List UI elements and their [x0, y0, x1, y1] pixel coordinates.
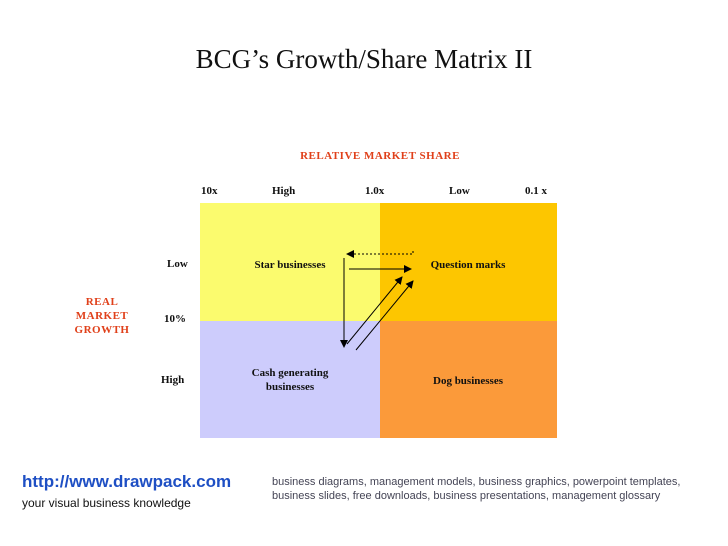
y-tick-high: High — [161, 374, 185, 386]
label-cash-generating: Cash generating businesses — [251, 367, 329, 393]
label-star-businesses: Star businesses — [254, 259, 326, 271]
label-dog-businesses: Dog businesses — [433, 375, 503, 387]
quadrant-dog — [380, 321, 557, 438]
y-axis-title: REAL MARKET GROWTH — [74, 296, 130, 336]
footer-link[interactable]: http://www.drawpack.com — [22, 472, 232, 491]
x-tick-0-1x: 0.1 x — [525, 185, 547, 197]
x-axis-title: RELATIVE MARKET SHARE — [300, 150, 460, 162]
x-tick-1x: 1.0x — [365, 185, 385, 197]
quadrant-question-marks — [380, 203, 557, 321]
arrow-cash-to-question-2 — [355, 280, 414, 351]
footer-keywords: business diagrams, management models, bu… — [272, 476, 681, 502]
x-tick-low: Low — [449, 185, 470, 197]
x-tick-10x: 10x — [201, 185, 218, 197]
y-tick-10pct: 10% — [164, 313, 186, 325]
page-title: BCG’s Growth/Share Matrix II — [195, 44, 533, 74]
x-tick-high: High — [272, 185, 296, 197]
y-tick-low: Low — [167, 258, 188, 270]
label-question-marks: Question marks — [430, 259, 506, 271]
dashed-path — [346, 250, 414, 258]
footer-tagline: your visual business knowledge — [22, 496, 191, 510]
arrow-cash-to-question-1 — [346, 276, 403, 345]
quadrant-star — [200, 203, 380, 321]
